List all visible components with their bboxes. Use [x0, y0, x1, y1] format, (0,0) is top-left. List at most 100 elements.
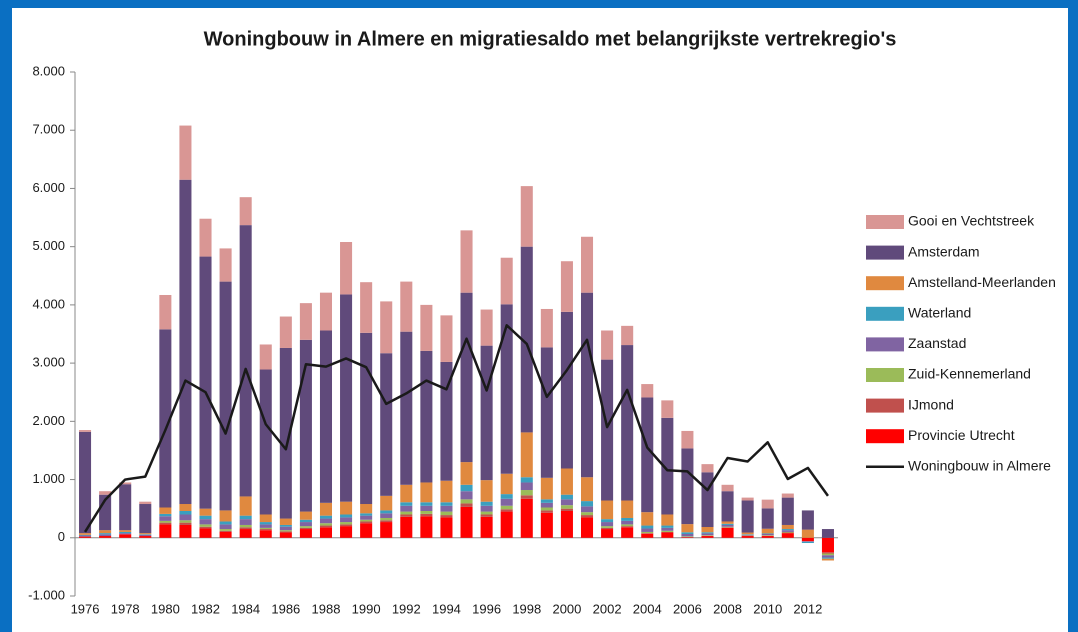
bar-segment: [259, 514, 272, 523]
bar-segment: [119, 484, 132, 531]
bar-segment: [721, 484, 734, 492]
y-tick-label: 0: [58, 529, 65, 544]
bar-segment: [440, 517, 453, 538]
bar-segment: [79, 535, 92, 537]
bar-segment: [761, 533, 774, 534]
bar-segment: [460, 491, 473, 500]
bar-segment: [641, 533, 654, 534]
bar-segment: [781, 533, 794, 538]
bar-segment: [681, 524, 694, 533]
bar-segment: [580, 292, 594, 478]
bar-segment: [219, 510, 232, 522]
bar-segment: [159, 513, 172, 517]
bar-segment: [199, 256, 212, 509]
bar-segment: [79, 430, 92, 432]
bar-segment: [580, 515, 594, 518]
bar-segment: [239, 527, 252, 530]
bar-segment: [560, 505, 573, 509]
bar-segment: [540, 507, 553, 511]
bar-segment: [400, 331, 413, 485]
y-tick-label: 6.000: [32, 180, 65, 195]
bar-segment: [79, 431, 92, 534]
bar-segment: [239, 515, 252, 520]
bar-segment: [420, 516, 433, 538]
bar-segment: [319, 525, 333, 528]
bar-segment: [821, 557, 834, 559]
bar-segment: [480, 501, 493, 506]
bar-segment: [340, 517, 353, 523]
bar-segment: [99, 533, 112, 535]
bar-segment: [661, 530, 674, 532]
y-tick-label: 8.000: [32, 63, 65, 78]
bar-segment: [400, 514, 413, 517]
bar-segment: [79, 534, 92, 536]
bar-segment: [199, 526, 212, 529]
line-series: [83, 324, 829, 533]
bar-segment: [681, 532, 694, 534]
bar-segment: [500, 509, 513, 512]
bar-segment: [500, 473, 513, 495]
bar-segment: [621, 520, 634, 525]
bar-segment: [239, 496, 252, 516]
bar-segment: [99, 536, 112, 538]
bar-segment: [279, 531, 292, 533]
bar-segment: [420, 505, 433, 511]
bar-segment: [821, 553, 834, 556]
bar-segment: [761, 535, 774, 536]
bar-segment: [801, 541, 814, 544]
bar-segment: [520, 482, 533, 491]
legend-label: Zuid-Kennemerland: [908, 366, 1031, 382]
bar-segment: [721, 527, 734, 528]
bar-segment: [821, 555, 834, 558]
bar-segment: [781, 532, 794, 534]
bar-segment: [380, 353, 393, 496]
bar-segment: [480, 480, 493, 502]
bar-segment: [661, 417, 674, 515]
bar-segment: [560, 508, 573, 511]
bar-segment: [560, 494, 573, 500]
bar-segment: [801, 537, 814, 542]
bar-segment: [139, 536, 152, 538]
bar-segment: [420, 510, 433, 514]
bar-segment: [139, 534, 152, 537]
bar-segment: [219, 529, 232, 531]
bar-segment: [621, 524, 634, 527]
bar-segment: [460, 506, 473, 538]
bar-segment: [500, 304, 513, 474]
bar-segment: [761, 528, 774, 534]
bar-segment: [540, 347, 553, 478]
bar-segment: [299, 339, 312, 512]
bar-segment: [299, 529, 312, 538]
bar-segment: [360, 521, 373, 524]
x-tick-label: 2010: [753, 601, 782, 616]
chart-title: Woningbouw in Almere en migratiesaldo me…: [204, 28, 897, 50]
bar-segment: [641, 533, 654, 538]
bar-segment: [621, 500, 634, 518]
bar-segment: [580, 477, 594, 502]
bar-segment: [119, 531, 132, 534]
bar-segment: [661, 514, 674, 526]
bar-segment: [99, 534, 112, 537]
bar-segment: [159, 522, 172, 525]
legend-swatch: [866, 398, 904, 413]
bar-segment: [139, 534, 152, 535]
bar-segment: [259, 524, 272, 528]
bar-segment: [79, 533, 92, 535]
bar-segment: [681, 537, 694, 538]
bar-segment: [340, 524, 353, 527]
bar-segment: [520, 246, 533, 433]
bar-segment: [199, 515, 212, 520]
legend-swatch: [866, 306, 904, 321]
bar-segment: [500, 257, 513, 305]
bar-segment: [480, 309, 493, 346]
bar-segment: [179, 522, 192, 525]
bar-segment: [119, 533, 132, 535]
bar-segment: [239, 524, 252, 528]
bar-segment: [259, 369, 272, 515]
bar-segment: [159, 294, 172, 330]
bar-segment: [360, 504, 373, 514]
bar-segment: [420, 482, 433, 503]
bar-segment: [179, 514, 192, 521]
bar-segment: [259, 529, 272, 531]
bar-segment: [440, 361, 453, 481]
